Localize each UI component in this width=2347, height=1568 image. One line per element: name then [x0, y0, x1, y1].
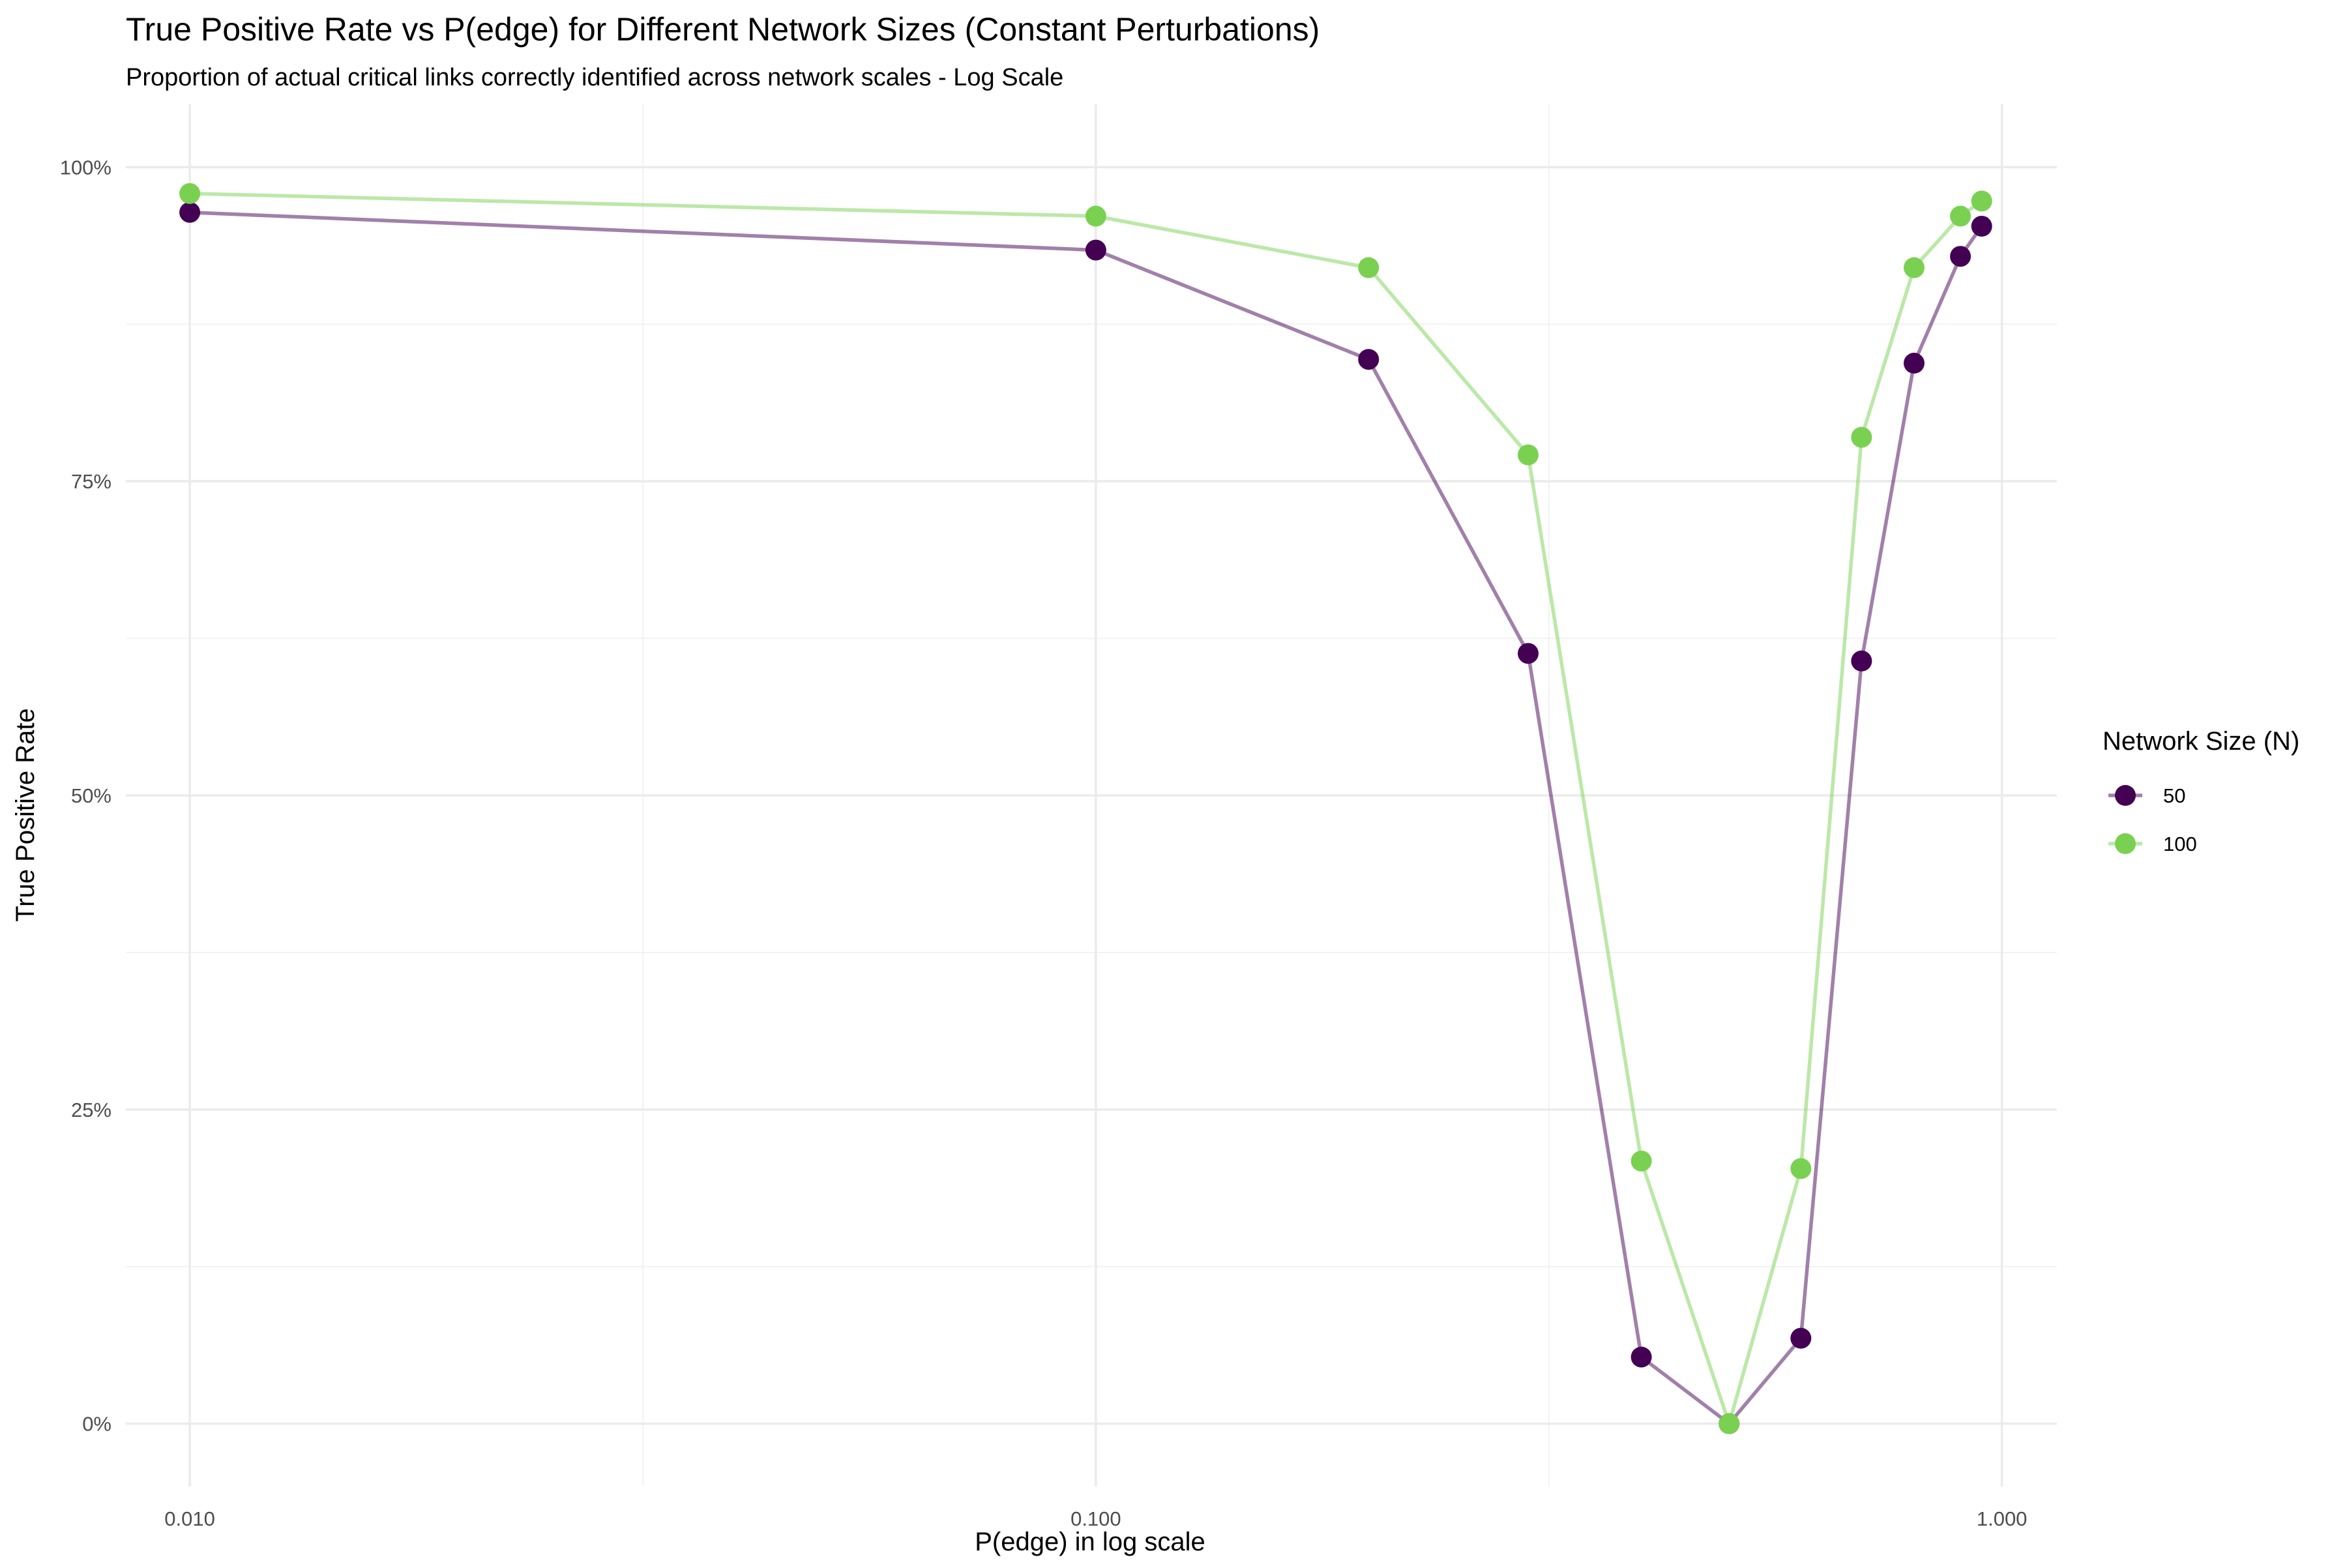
y-tick-label: 100% [60, 156, 111, 179]
series-points [179, 183, 1992, 1434]
data-point-n50 [1358, 349, 1380, 370]
chart-title: True Positive Rate vs P(edge) for Differ… [126, 11, 1320, 48]
axis-layer: 0.010 0.100 1.000 0% 25% 50% 75% 100% [60, 156, 2028, 1530]
y-axis-title: True Positive Rate [11, 708, 40, 922]
data-point-n100 [1950, 205, 1971, 227]
data-point-n50 [1631, 1346, 1652, 1368]
data-point-n50 [1085, 239, 1106, 261]
data-point-n100 [1903, 257, 1925, 278]
data-point-n100 [1358, 257, 1380, 278]
data-point-n50 [1903, 353, 1925, 374]
data-point-n100 [1517, 444, 1539, 466]
y-tick-label: 25% [71, 1099, 111, 1121]
legend-item-n100: 100 [2108, 833, 2197, 855]
x-tick-label: 0.010 [164, 1507, 215, 1530]
grid-layer [126, 104, 2057, 1487]
y-tick-label: 50% [71, 784, 111, 807]
legend: Network Size (N) 50 100 [2103, 727, 2299, 855]
data-point-n100 [1085, 205, 1106, 227]
data-point-n100 [1971, 190, 1992, 212]
data-point-n50 [1950, 246, 1971, 267]
data-point-n100 [179, 183, 201, 204]
series-line-n100 [190, 192, 1983, 1426]
legend-title: Network Size (N) [2103, 727, 2299, 756]
data-point-n50 [179, 201, 201, 223]
legend-label: 100 [2163, 833, 2197, 855]
legend-item-n50: 50 [2108, 784, 2185, 807]
series-layer [179, 183, 1992, 1434]
x-tick-label: 1.000 [1977, 1507, 2028, 1530]
x-axis-title: P(edge) in log scale [975, 1528, 1205, 1556]
data-point-n50 [1971, 215, 1992, 237]
legend-key-point [2115, 785, 2136, 806]
data-point-n50 [1790, 1327, 1812, 1349]
data-point-n50 [1851, 650, 1872, 672]
legend-key-point [2115, 833, 2136, 854]
chart-subtitle: Proportion of actual critical links corr… [126, 64, 1063, 91]
data-point-n100 [1631, 1150, 1652, 1172]
series-line-n50 [189, 210, 1983, 1426]
data-point-n100 [1790, 1158, 1812, 1179]
legend-label: 50 [2163, 784, 2185, 807]
x-tick-label: 0.100 [1070, 1507, 1121, 1530]
data-point-n100 [1851, 426, 1872, 448]
y-tick-label: 0% [82, 1413, 111, 1436]
y-tick-label: 75% [71, 470, 111, 493]
legend-items: 50 100 [2108, 784, 2197, 855]
series-lines [189, 192, 1983, 1426]
data-point-n100 [1719, 1413, 1740, 1434]
data-point-n50 [1517, 643, 1539, 664]
